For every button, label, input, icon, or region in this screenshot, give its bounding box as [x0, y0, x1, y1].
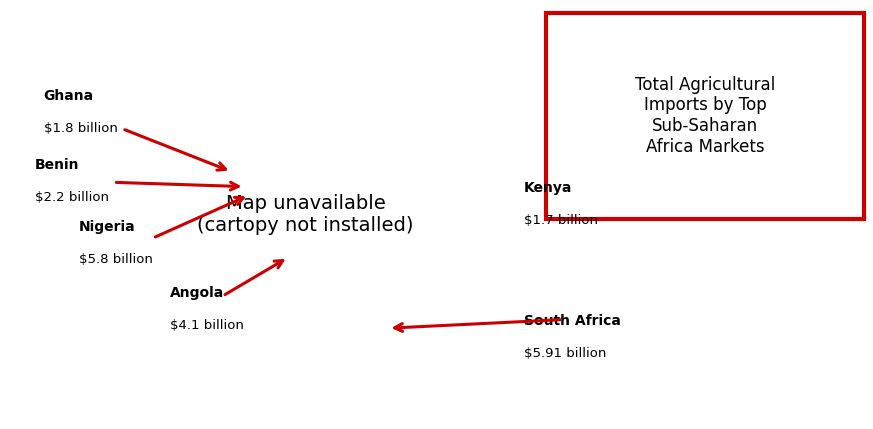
FancyBboxPatch shape: [546, 13, 864, 219]
Text: South Africa: South Africa: [524, 314, 621, 328]
Text: Benin: Benin: [35, 157, 79, 172]
Text: $5.8 billion: $5.8 billion: [79, 253, 153, 266]
Text: Angola: Angola: [170, 286, 224, 300]
Text: Nigeria: Nigeria: [79, 220, 135, 234]
Text: Total Agricultural
Imports by Top
Sub-Saharan
Africa Markets: Total Agricultural Imports by Top Sub-Sa…: [635, 76, 775, 156]
Text: Map unavailable
(cartopy not installed): Map unavailable (cartopy not installed): [197, 194, 414, 235]
Text: Kenya: Kenya: [524, 181, 572, 195]
Text: $1.8 billion: $1.8 billion: [44, 122, 118, 135]
Text: $2.2 billion: $2.2 billion: [35, 191, 109, 204]
Text: $5.91 billion: $5.91 billion: [524, 347, 606, 360]
Text: $4.1 billion: $4.1 billion: [170, 320, 244, 332]
Text: $1.7 billion: $1.7 billion: [524, 214, 598, 227]
Text: Ghana: Ghana: [44, 89, 93, 103]
